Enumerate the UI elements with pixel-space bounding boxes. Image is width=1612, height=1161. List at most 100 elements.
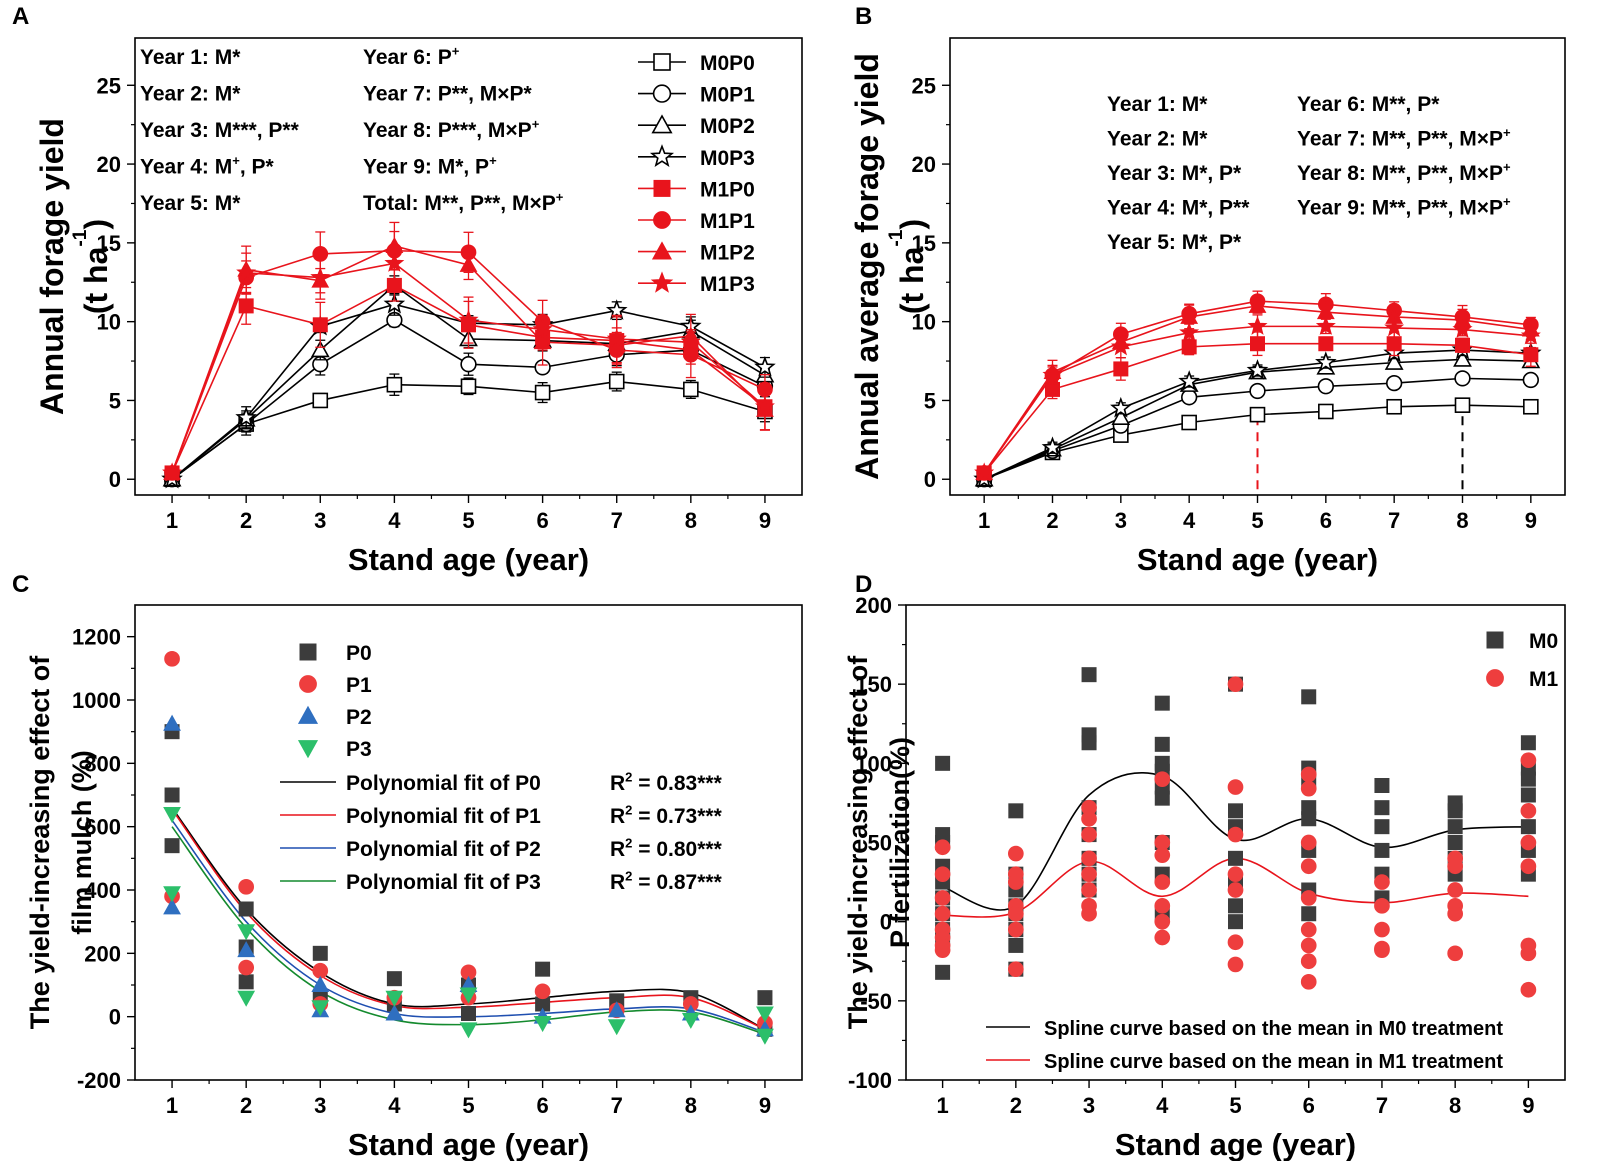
data-point <box>162 462 183 482</box>
x-tick-label: 6 <box>1320 508 1332 533</box>
data-point <box>383 292 406 314</box>
data-point <box>238 298 254 314</box>
legend-label: Polynomial fit of P2 <box>346 838 541 861</box>
scatter-point <box>1300 973 1317 990</box>
scatter-M0 <box>935 667 1536 980</box>
scatter-point <box>238 974 254 990</box>
legend-item-M0P0: M0P0 <box>638 52 755 75</box>
scatter-point <box>533 1016 552 1033</box>
scatter-point <box>1081 882 1097 898</box>
x-tick-label: 4 <box>1183 508 1196 533</box>
r-squared: R2 = 0.87*** <box>610 869 723 894</box>
data-point <box>1454 397 1471 413</box>
annotation-mid: Year 7: P**, M×P* <box>363 83 533 106</box>
annotation-mid: Year 9: M**, P**, M×P+ <box>1297 194 1511 219</box>
annotation-left: Year 5: M* <box>140 192 241 215</box>
scatter-point <box>1301 906 1317 922</box>
legend-label: M1P1 <box>700 210 755 233</box>
r-squared: R2 = 0.80*** <box>610 836 723 861</box>
series-M1P0 <box>976 331 1539 481</box>
data-point <box>1178 370 1200 391</box>
legend-marker <box>651 241 673 260</box>
y-tick-label: 20 <box>912 152 936 177</box>
annotation-left: Year 2: M* <box>1107 128 1208 151</box>
data-point <box>754 396 775 416</box>
x-tick-label: 9 <box>1525 508 1537 533</box>
data-point <box>1317 378 1334 395</box>
annotation-mid: Total: M**, P**, M×P+ <box>363 190 564 215</box>
units-close: ) <box>78 219 114 230</box>
legend-marker <box>653 211 671 229</box>
legend-item-P3: P3 <box>297 738 372 761</box>
scatter-point <box>1447 803 1463 819</box>
scatter-point <box>1007 845 1024 862</box>
scatter-point <box>1081 905 1097 922</box>
scatter-point <box>1008 803 1024 819</box>
data-point <box>1455 337 1470 353</box>
data-point <box>1179 322 1200 342</box>
scatter-point <box>1520 752 1537 769</box>
scatter-point <box>1300 780 1317 797</box>
text-part: Year 9: M*, P <box>363 156 489 179</box>
scatter-point <box>1300 766 1317 783</box>
x-tick-label: 9 <box>1522 1093 1534 1118</box>
r-squared: R2 = 0.73*** <box>610 803 723 828</box>
scatter-point <box>1520 834 1537 851</box>
y-tick-label: 15 <box>97 231 121 256</box>
scatter-point <box>757 990 773 1006</box>
x-tick-label: 8 <box>685 1093 697 1118</box>
x-tick-label: 4 <box>388 1093 401 1118</box>
legend-label: P2 <box>346 706 372 729</box>
scatter-point <box>1227 882 1244 898</box>
scatter-point <box>237 990 256 1007</box>
scatter-P3 <box>163 807 774 1045</box>
annotation-mid: Year 6: P+ <box>363 44 460 69</box>
scatter-point <box>1300 953 1317 970</box>
scatter-point <box>1447 905 1464 922</box>
data-point <box>1181 414 1197 431</box>
data-point <box>236 262 257 282</box>
scatter-point <box>164 838 180 854</box>
scatter-point <box>1227 779 1244 795</box>
scatter-point <box>1227 934 1244 951</box>
panel-A: 1 2 3 4 5 6 7 8 9 0 5 10 15 20 25 Stand age (year) Annua… <box>12 3 803 577</box>
scatter-point <box>459 987 478 1004</box>
data-point <box>1384 352 1404 370</box>
scatter-point <box>238 878 255 895</box>
data-point <box>1318 336 1334 352</box>
y-tick-label: -200 <box>77 1068 121 1093</box>
scatter-point <box>386 971 402 987</box>
data-point <box>1523 398 1539 415</box>
x-tick-label: 9 <box>759 508 771 533</box>
legend-marker <box>1486 631 1504 649</box>
legend-label: P1 <box>346 674 372 697</box>
scatter-point <box>238 901 254 917</box>
x-axis-label: Stand age (year) <box>1137 542 1378 577</box>
y-tick-label: 400 <box>84 878 121 903</box>
panel-C: 1 2 3 4 5 6 7 8 9 -200 0 200 400 600 800 1000 1200 Stand … <box>12 571 803 1161</box>
legend-label: M0P1 <box>700 84 755 107</box>
scatter-point <box>1228 914 1243 930</box>
data-point <box>1110 336 1131 356</box>
scatter-point <box>1447 882 1464 898</box>
scatter-point <box>1520 771 1536 787</box>
text-part: = 0.87*** <box>632 871 722 894</box>
scatter-point <box>1447 835 1463 850</box>
y-tick-label: 150 <box>855 672 892 697</box>
data-point <box>754 356 776 377</box>
scatter-point <box>1008 937 1024 953</box>
legend-label: M0P3 <box>700 147 755 170</box>
sup-text: + <box>1503 194 1511 209</box>
legend-item-M1: M1 <box>1486 668 1558 691</box>
series-M1P3 <box>974 314 1541 482</box>
x-tick-label: 2 <box>1046 508 1058 533</box>
panel-label: B <box>855 3 872 30</box>
text-part: Year 8: P***, M×P <box>363 119 532 142</box>
legend-item-P0: P0 <box>299 642 372 665</box>
data-point <box>460 356 477 373</box>
sup-text: + <box>452 44 460 59</box>
annotation-mid: Year 8: M**, P**, M×P+ <box>1297 160 1511 185</box>
legend-item-M0P3: M0P3 <box>638 144 755 170</box>
y-tick-label: 5 <box>109 388 121 413</box>
y-tick-label: 25 <box>97 73 121 98</box>
